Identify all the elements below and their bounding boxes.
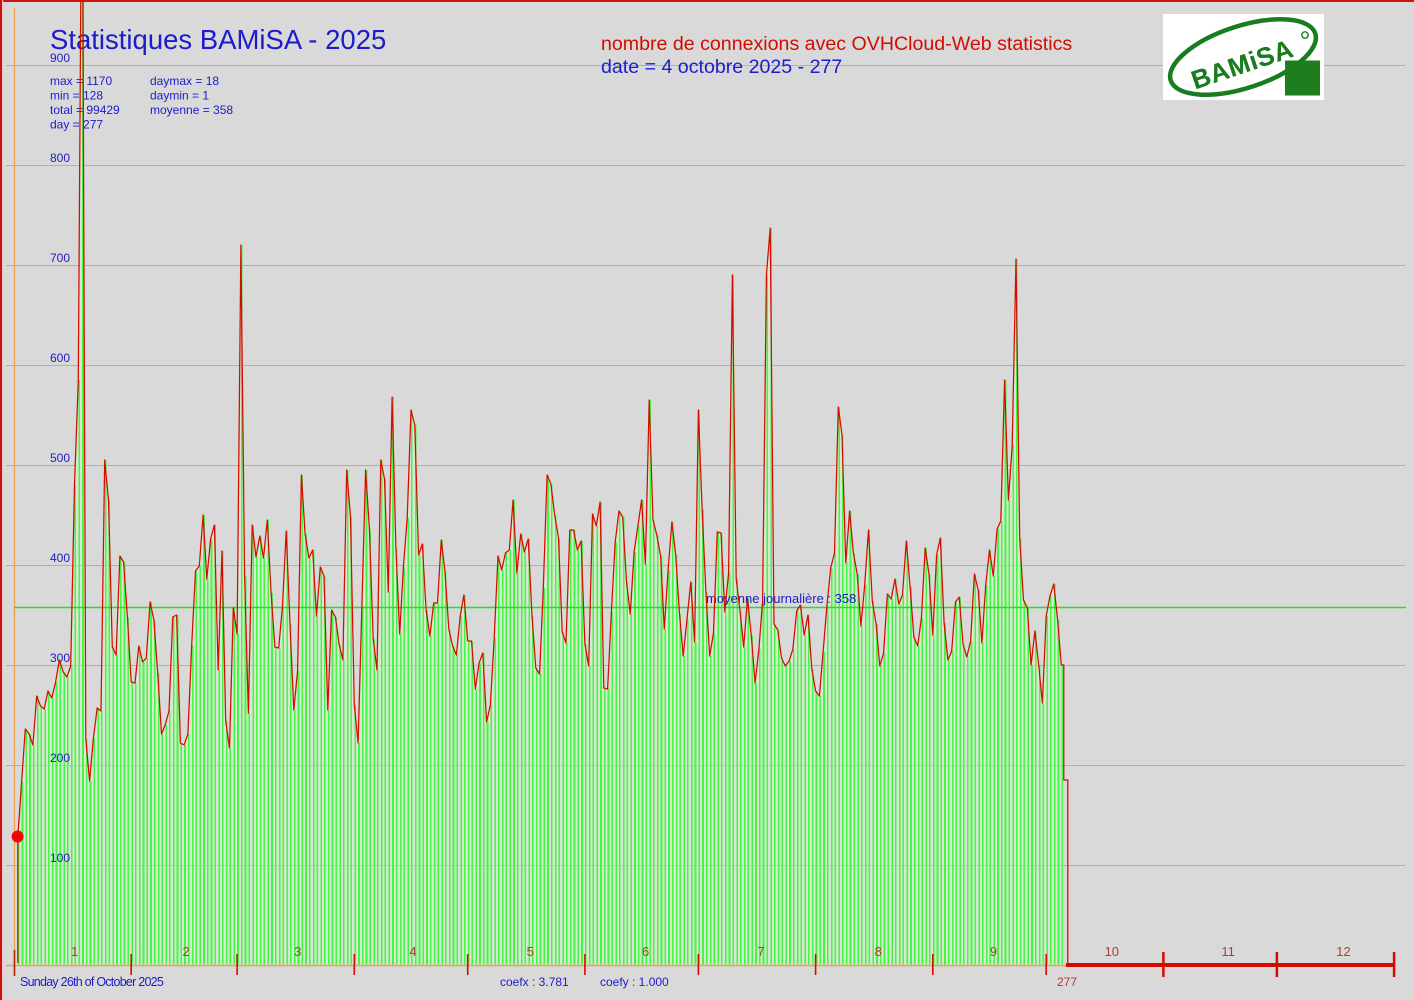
svg-text:12: 12 (1336, 944, 1350, 959)
svg-text:moyenne = 358: moyenne = 358 (150, 103, 233, 117)
svg-text:daymax = 18: daymax = 18 (150, 74, 219, 88)
svg-text:Statistiques BAMiSA - 2025: Statistiques BAMiSA - 2025 (50, 24, 386, 55)
svg-text:nombre de connexions avec OVHC: nombre de connexions avec OVHCloud-Web s… (601, 33, 1072, 55)
svg-text:coefy : 1.000: coefy : 1.000 (600, 975, 669, 989)
svg-text:3: 3 (294, 944, 301, 959)
svg-text:200: 200 (50, 751, 70, 765)
svg-text:100: 100 (50, 851, 70, 865)
svg-text:Sunday 26th of October 2025: Sunday 26th of October 2025 (20, 975, 164, 989)
svg-text:700: 700 (50, 251, 70, 265)
svg-text:600: 600 (50, 351, 70, 365)
svg-text:10: 10 (1105, 944, 1119, 959)
svg-text:date = 4 octobre 2025 - 277: date = 4 octobre 2025 - 277 (601, 56, 842, 78)
svg-text:5: 5 (527, 944, 534, 959)
svg-text:4: 4 (409, 944, 416, 959)
svg-text:500: 500 (50, 451, 70, 465)
svg-text:total = 99429: total = 99429 (50, 103, 120, 117)
svg-text:9: 9 (990, 944, 997, 959)
svg-text:day = 277: day = 277 (50, 118, 103, 132)
svg-text:min = 128: min = 128 (50, 89, 103, 103)
svg-text:daymin = 1: daymin = 1 (150, 89, 209, 103)
svg-text:7: 7 (757, 944, 764, 959)
svg-text:coefx : 3.781: coefx : 3.781 (500, 975, 569, 989)
svg-text:1: 1 (71, 944, 78, 959)
svg-text:8: 8 (875, 944, 882, 959)
svg-text:800: 800 (50, 151, 70, 165)
svg-text:277: 277 (1057, 975, 1077, 989)
svg-text:2: 2 (182, 944, 189, 959)
svg-text:moyenne journalière : 358: moyenne journalière : 358 (706, 591, 856, 606)
svg-text:6: 6 (642, 944, 649, 959)
svg-text:900: 900 (50, 51, 70, 65)
svg-text:400: 400 (50, 551, 70, 565)
svg-text:max = 1170: max = 1170 (50, 74, 112, 88)
svg-text:11: 11 (1221, 944, 1235, 959)
svg-text:300: 300 (50, 651, 70, 665)
